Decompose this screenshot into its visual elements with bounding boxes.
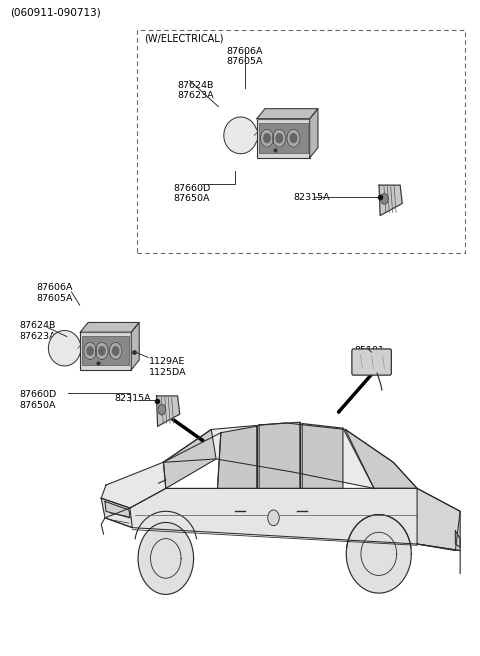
- Polygon shape: [138, 522, 193, 594]
- Polygon shape: [257, 109, 318, 119]
- Text: 87624B
87623A: 87624B 87623A: [178, 81, 215, 100]
- Text: 82315A: 82315A: [115, 394, 151, 403]
- Bar: [80, 332, 132, 370]
- Circle shape: [381, 194, 388, 204]
- Text: 87660D
87650A: 87660D 87650A: [173, 184, 210, 203]
- Circle shape: [273, 129, 286, 147]
- Polygon shape: [224, 117, 256, 154]
- Text: 82315A: 82315A: [294, 193, 330, 201]
- Polygon shape: [105, 488, 460, 550]
- Circle shape: [290, 134, 297, 142]
- Text: 87606A
87605A: 87606A 87605A: [36, 283, 73, 303]
- Polygon shape: [345, 430, 417, 488]
- Circle shape: [261, 129, 274, 147]
- Circle shape: [158, 404, 166, 415]
- Polygon shape: [105, 501, 130, 518]
- Circle shape: [87, 346, 93, 355]
- Text: 87606A
87605A: 87606A 87605A: [227, 47, 263, 66]
- Circle shape: [96, 342, 108, 359]
- Polygon shape: [379, 185, 402, 216]
- Polygon shape: [310, 109, 318, 157]
- Circle shape: [276, 134, 283, 142]
- Text: 1129AE
1125DA: 1129AE 1125DA: [149, 358, 187, 377]
- Text: 85101: 85101: [355, 346, 385, 356]
- Circle shape: [112, 346, 119, 355]
- Bar: [82, 337, 129, 365]
- Polygon shape: [80, 323, 139, 332]
- Polygon shape: [346, 514, 411, 593]
- Polygon shape: [259, 422, 300, 488]
- Polygon shape: [456, 531, 460, 547]
- Bar: [259, 123, 308, 154]
- Text: 87660D
87650A: 87660D 87650A: [20, 390, 57, 409]
- Polygon shape: [217, 426, 257, 488]
- Text: 87624B
87623A: 87624B 87623A: [20, 321, 57, 341]
- Polygon shape: [101, 498, 132, 527]
- Circle shape: [109, 342, 122, 359]
- FancyBboxPatch shape: [352, 349, 391, 375]
- Polygon shape: [48, 331, 80, 366]
- Polygon shape: [163, 423, 417, 488]
- Polygon shape: [163, 430, 216, 488]
- Polygon shape: [156, 396, 180, 426]
- Circle shape: [99, 346, 105, 355]
- Text: (060911-090713): (060911-090713): [10, 7, 101, 17]
- Circle shape: [264, 134, 270, 142]
- Text: (W/ELECTRICAL): (W/ELECTRICAL): [144, 33, 224, 43]
- Circle shape: [268, 510, 279, 525]
- Circle shape: [84, 342, 96, 359]
- Polygon shape: [132, 323, 139, 370]
- Bar: [257, 119, 310, 157]
- Polygon shape: [302, 424, 343, 488]
- Polygon shape: [101, 462, 166, 508]
- Circle shape: [287, 129, 300, 147]
- Polygon shape: [417, 488, 460, 550]
